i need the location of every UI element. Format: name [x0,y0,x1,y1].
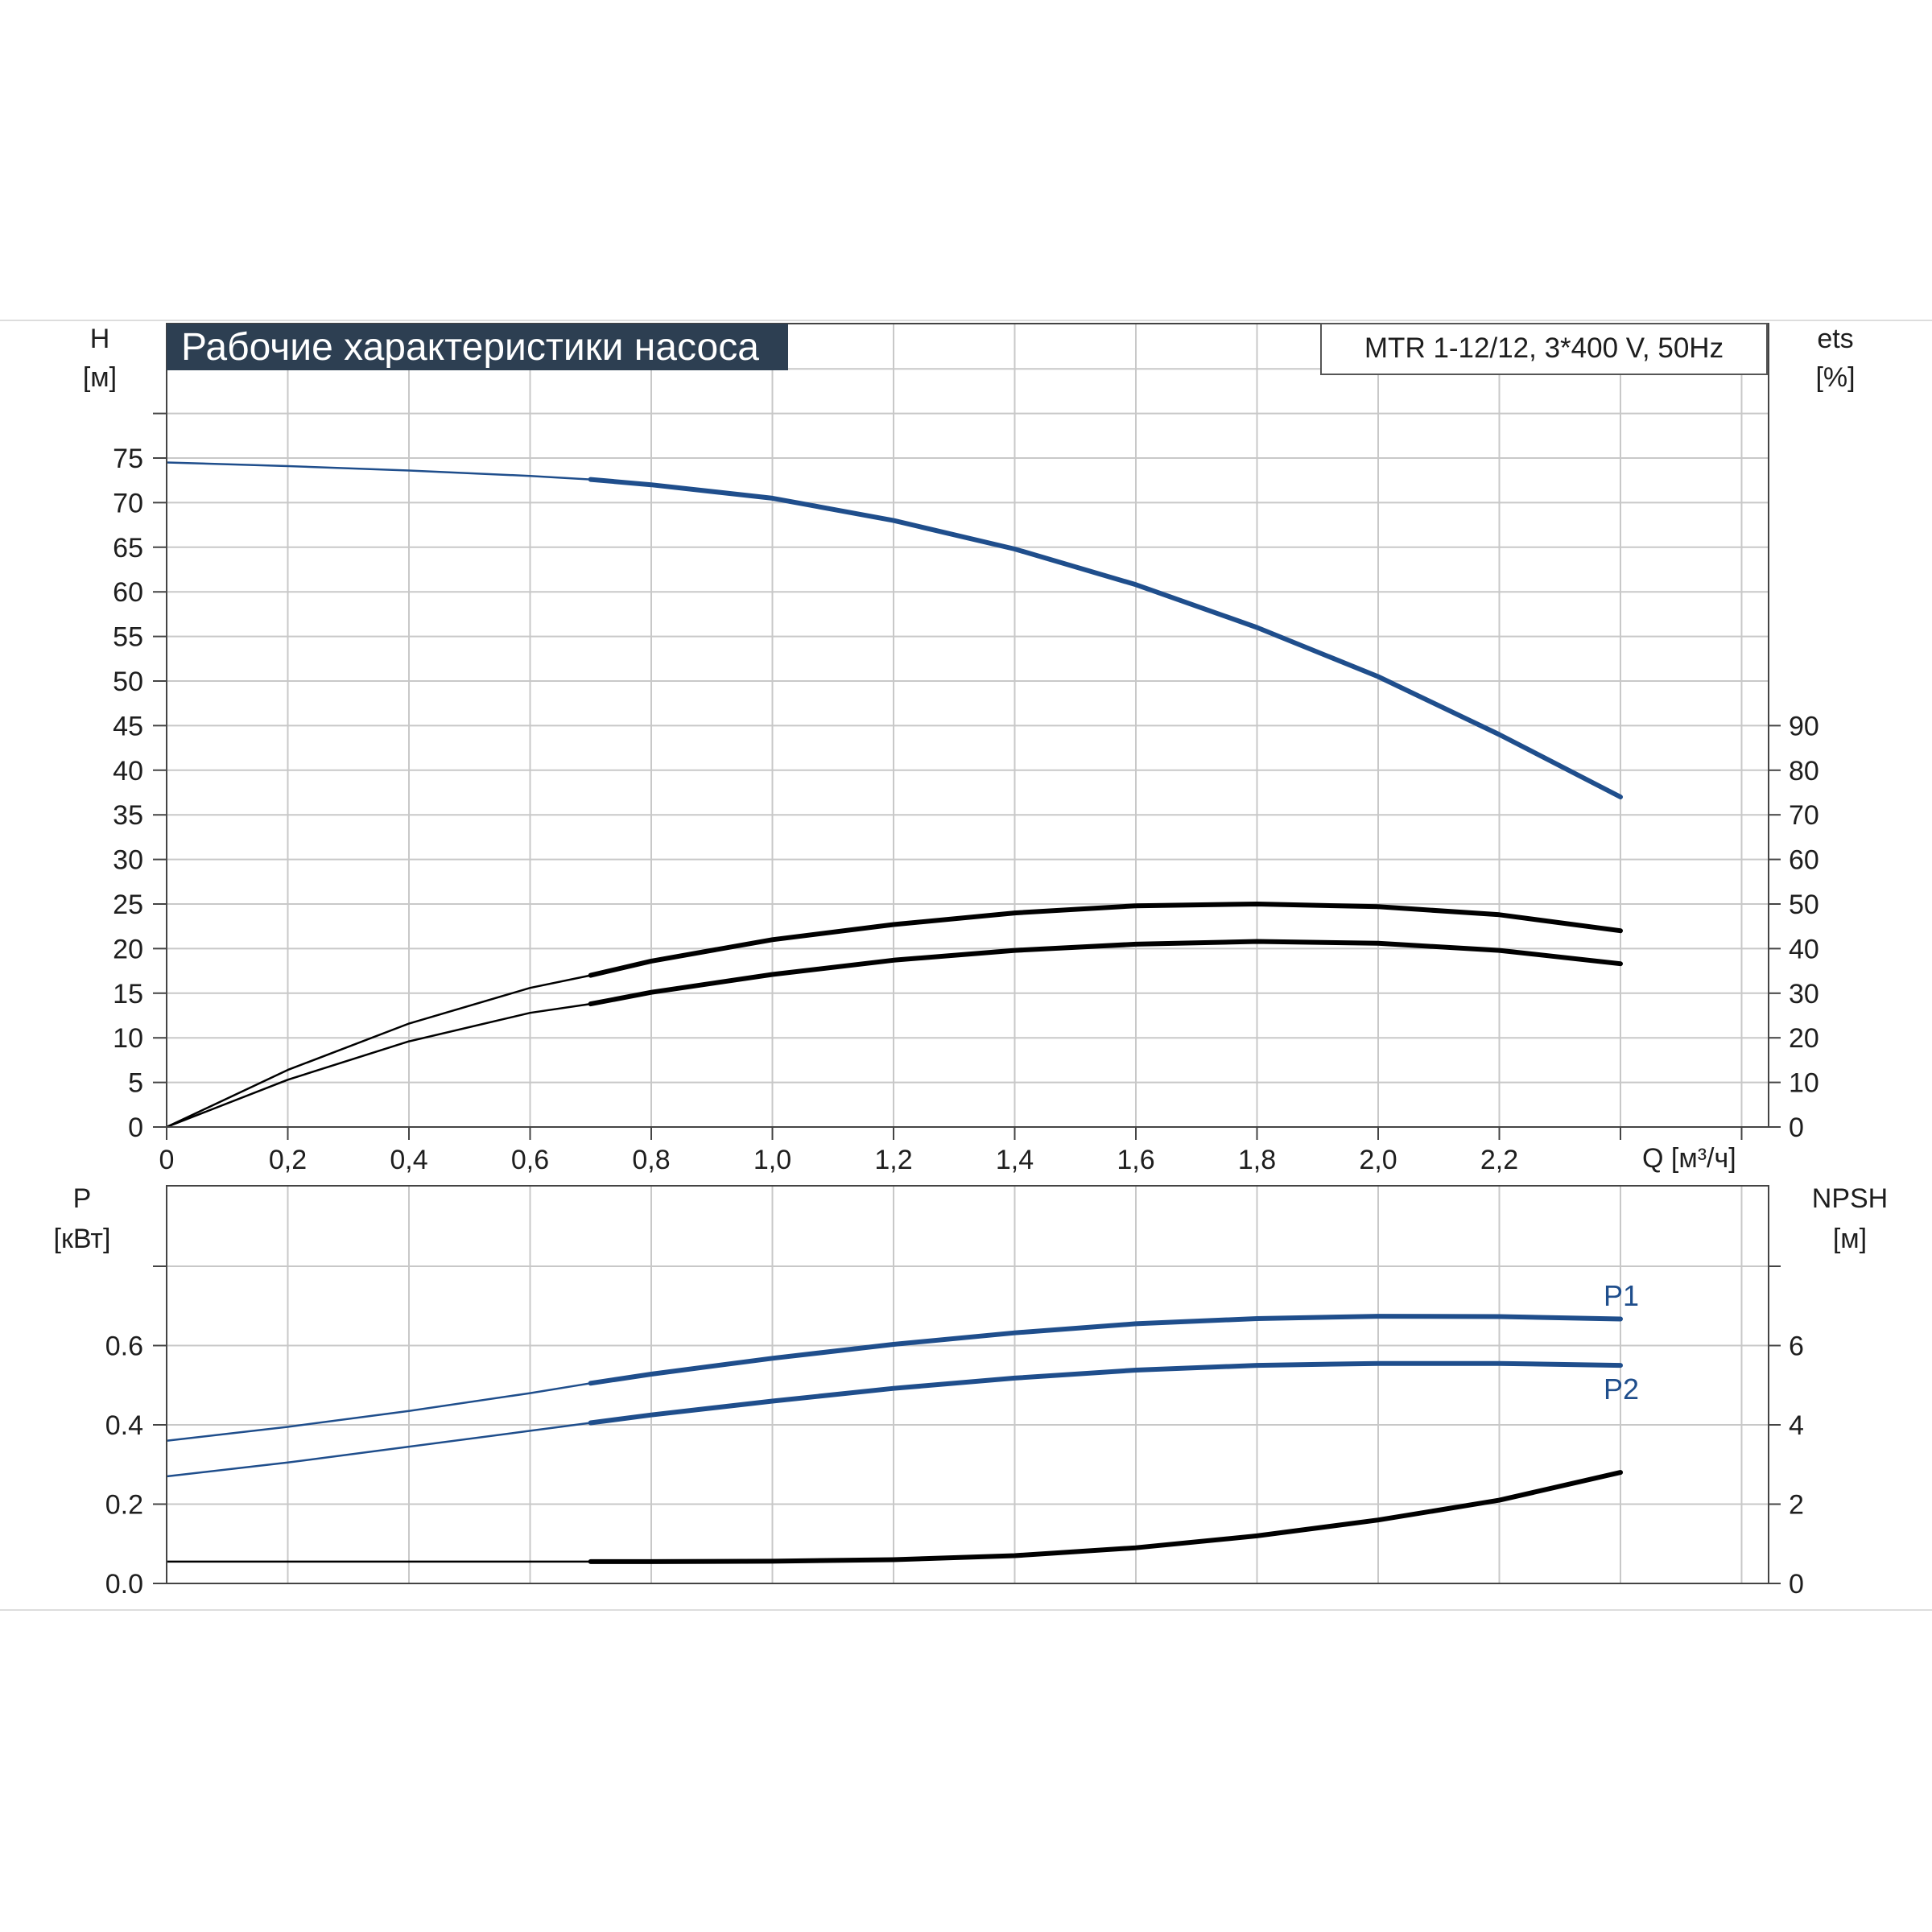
y-right-tick-label: 40 [1789,934,1819,964]
x-tick-label: 0,6 [511,1145,549,1175]
y-left-tick-label: 75 [113,444,143,474]
y-right-label: ets [1817,324,1853,354]
upper-grid [167,324,1769,1127]
x-tick-label: 1,6 [1117,1145,1154,1175]
y-right-tick-label: 30 [1789,979,1819,1009]
upper-right-ticks: 0 10 20 30 40 50 60 70 80 90 [1769,711,1819,1143]
y-right-tick-label: 70 [1789,800,1819,831]
y-right-tick-label: 60 [1789,845,1819,876]
npsh-tick-label: 2 [1789,1490,1804,1521]
y-right-tick-label: 10 [1789,1068,1819,1099]
power-p2-operating-range [588,1360,1623,1426]
y-left-tick-label: 10 [113,1023,143,1054]
npsh-operating-range [588,1470,1623,1564]
y-left-tick-label: 50 [113,667,143,697]
x-tick-label: 1,4 [996,1145,1034,1175]
upper-panel: 0 5 10 15 20 25 30 35 40 45 50 55 60 65 70 75 0 10 20 30 40… [83,323,1856,1175]
y-left-label: H [90,324,110,354]
y-right-unit: [%] [1815,362,1855,393]
x-tick-label: 0,8 [632,1145,670,1175]
efficiency-pump-operating-range [588,939,1623,1007]
y-left-tick-label: 0 [128,1113,143,1143]
y-left-tick-label: 20 [113,934,143,964]
x-tick-label: 1,2 [874,1145,912,1175]
y-left-tick-label: 5 [128,1068,143,1099]
y-left-tick-label: 30 [113,845,143,876]
lower-right-ticks: 0 2 4 6 [1769,1265,1804,1600]
npsh-axis-unit: [м] [1833,1224,1867,1254]
x-tick-label: 1,8 [1238,1145,1276,1175]
series-label-p1: P1 [1604,1279,1639,1312]
x-tick-label: 0,2 [269,1145,307,1175]
chart-title: Рабочие характеристики насоса [181,326,759,369]
x-tick-labels: 0 0,2 0,4 0,6 0,8 1,0 1,2 1,4 1,6 1,8 2,0 2,2 [159,1127,1743,1175]
y-left-tick-label: 45 [113,711,143,741]
y-left-tick-label: 65 [113,533,143,564]
p-axis-unit: [кВт] [54,1224,111,1254]
x-tick-label: 2,0 [1359,1145,1397,1175]
y-left-tick-label: 25 [113,890,143,920]
y-right-tick-label: 0 [1789,1113,1804,1143]
x-tick-label: 1,0 [753,1145,791,1175]
npsh-axis-label: NPSH [1812,1183,1888,1214]
y-right-tick-label: 80 [1789,756,1819,786]
y-left-tick-label: 40 [113,756,143,786]
npsh-tick-label: 6 [1789,1331,1804,1362]
lower-left-ticks: 0.0 0.2 0.4 0.6 [105,1265,167,1600]
model-label: MTR 1-12/12, 3*400 V, 50Hz [1364,332,1724,364]
x-tick-label: 0,4 [390,1145,427,1175]
npsh-tick-label: 0 [1789,1569,1804,1600]
x-tick-label: 0 [159,1145,175,1175]
y-left-tick-label: 15 [113,979,143,1009]
y-left-tick-label: 70 [113,488,143,518]
title-box [167,324,788,370]
p-axis-label: P [73,1183,92,1214]
power-p1-operating-range [588,1314,1623,1386]
y-right-tick-label: 50 [1789,890,1819,920]
series-label-p2: P2 [1604,1373,1639,1406]
upper-curves [166,461,1623,1129]
y-left-tick-label: 60 [113,577,143,608]
head-operating-range [588,477,1623,799]
lower-grid [167,1186,1769,1583]
npsh-tick-label: 4 [1789,1410,1804,1441]
y-right-tick-label: 90 [1789,711,1819,741]
y-left-tick-label: 35 [113,800,143,831]
model-box [1320,323,1768,375]
x-tick-label: 2,2 [1480,1145,1518,1175]
p-tick-label: 0.0 [105,1569,143,1600]
p-tick-label: 0.2 [105,1490,143,1521]
upper-left-ticks: 0 5 10 15 20 25 30 35 40 45 50 55 60 65 70 75 [113,412,167,1143]
efficiency-total-operating-range [588,902,1623,978]
lower-plot-frame [166,1185,1769,1584]
p-tick-label: 0.6 [105,1331,143,1362]
y-right-tick-label: 20 [1789,1023,1819,1054]
lower-curves [166,1314,1623,1564]
y-left-tick-label: 55 [113,622,143,653]
y-left-unit: [м] [83,362,117,393]
x-axis-label: Q [м³/ч] [1642,1143,1736,1174]
p-tick-label: 0.4 [105,1410,143,1441]
lower-panel: 0.0 0.2 0.4 0.6 0 2 4 6 P [кВт] NPSH [м] P1 P2 [54,1183,1889,1600]
